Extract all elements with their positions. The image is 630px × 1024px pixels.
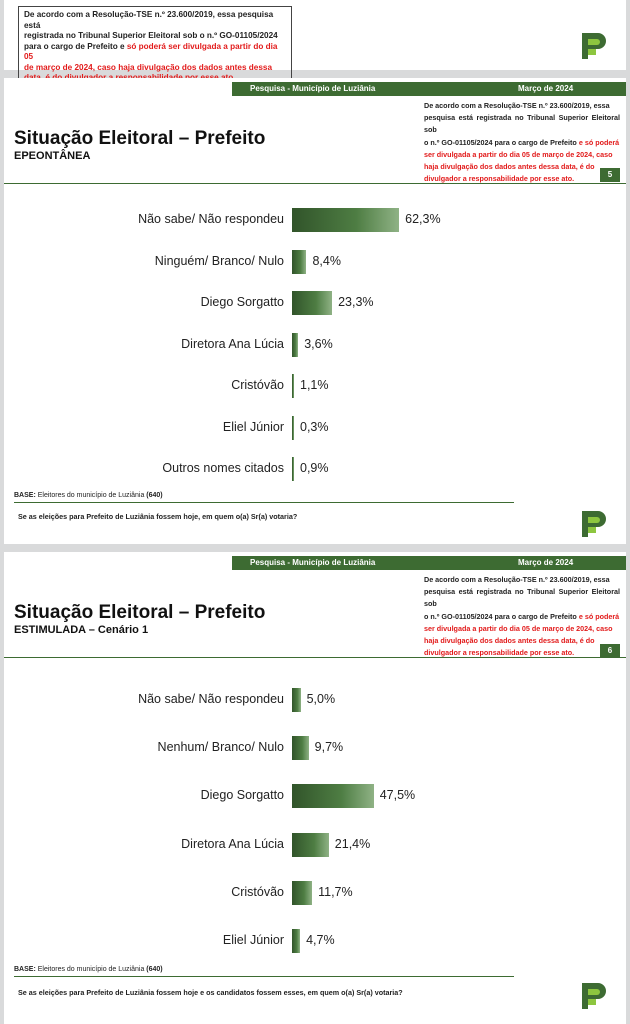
category-label: Diretora Ana Lúcia — [181, 836, 284, 851]
legal-notice: De acordo com a Resolução-TSE n.º 23.600… — [424, 101, 620, 184]
bar — [292, 208, 400, 232]
category-label: Outros nomes citados — [162, 461, 284, 475]
chart-estimulada: Não sabe/ Não respondeu 5,0% Nenhum/ Branc… — [4, 552, 626, 1024]
logo-icon — [582, 511, 606, 537]
bar — [292, 332, 299, 357]
page-number: 5 — [600, 168, 620, 182]
bar — [292, 457, 294, 481]
logo-icon — [582, 983, 606, 1009]
survey-question: Se as eleições para Prefeito de Luziânia… — [18, 988, 403, 997]
data-label: 47,5% — [379, 788, 416, 803]
bar — [292, 374, 294, 398]
header-title: Pesquisa - Município de Luziânia — [250, 84, 376, 93]
bar — [292, 688, 301, 712]
slide-header: Pesquisa - Município de Luziânia Março d… — [232, 556, 626, 570]
data-label: 8,4% — [312, 253, 341, 268]
slide-estimulada: Pesquisa - Município de Luziânia Março d… — [4, 552, 626, 1024]
header-separator — [4, 183, 626, 184]
data-label: 1,1% — [300, 378, 329, 392]
category-label: Não sabe/ Não respondeu — [138, 692, 284, 706]
base-note: BASE: Eleitores do município de Luziânia… — [14, 966, 163, 973]
bar — [292, 415, 294, 440]
legal-notice: De acordo com a Resolução-TSE n.º 23.600… — [424, 575, 620, 658]
category-label: Cristóvão — [231, 884, 284, 899]
category-label: Ninguém/ Branco/ Nulo — [154, 253, 284, 268]
page-subtitle: EPEONTÂNEA — [14, 150, 91, 162]
survey-question: Se as eleições para Prefeito de Luziânia… — [18, 512, 298, 521]
category-label: Diego Sorgatto — [200, 295, 284, 309]
page-title: Situação Eleitoral – Prefeito — [14, 128, 266, 149]
bar — [292, 929, 301, 953]
header-date: Março de 2024 — [518, 558, 574, 567]
data-label: 11,7% — [318, 884, 353, 899]
header-separator — [4, 657, 626, 658]
data-label: 62,3% — [405, 212, 441, 226]
category-label: Não sabe/ Não respondeu — [138, 212, 284, 226]
category-label: Diego Sorgatto — [200, 788, 284, 803]
base-note: BASE: Eleitores do município de Luziânia… — [14, 492, 163, 499]
page-subtitle: ESTIMULADA – Cenário 1 — [14, 624, 149, 636]
header-title: Pesquisa - Município de Luziânia — [250, 558, 376, 567]
bar — [292, 291, 333, 315]
page-number: 6 — [600, 644, 620, 658]
bar — [292, 880, 313, 905]
data-label: 9,7% — [314, 740, 344, 755]
category-label: Eliel Júnior — [222, 419, 284, 434]
category-label: Cristóvão — [231, 378, 284, 392]
category-label: Nenhum/ Branco/ Nulo — [157, 740, 284, 755]
footer-separator — [14, 502, 514, 503]
page-title: Situação Eleitoral – Prefeito — [14, 602, 266, 623]
top-notice: De acordo com a Resolução-TSE n.º 23.600… — [18, 6, 292, 88]
category-label: Eliel Júnior — [222, 933, 284, 947]
bar — [292, 832, 329, 857]
footer-separator — [14, 976, 514, 977]
top-notice-card: De acordo com a Resolução-TSE n.º 23.600… — [4, 0, 626, 88]
bar — [292, 736, 309, 761]
chart-espontanea: Não sabe/ Não respondeu 62,3% Ninguém/ Bra… — [4, 78, 626, 544]
category-label: Diretora Ana Lúcia — [181, 336, 284, 351]
bar — [292, 784, 374, 809]
slide-espontanea: Pesquisa - Município de Luziânia Março d… — [4, 78, 626, 544]
data-label: 0,9% — [300, 461, 329, 475]
slide-header: Pesquisa - Município de Luziânia Março d… — [232, 82, 626, 96]
bar — [292, 249, 307, 274]
logo-icon — [582, 33, 606, 59]
data-label: 3,6% — [304, 336, 333, 351]
header-date: Março de 2024 — [518, 84, 574, 93]
data-label: 4,7% — [306, 933, 335, 947]
data-label: 23,3% — [338, 295, 374, 309]
data-label: 5,0% — [306, 692, 336, 706]
data-label: 21,4% — [334, 836, 371, 851]
data-label: 0,3% — [300, 419, 329, 434]
